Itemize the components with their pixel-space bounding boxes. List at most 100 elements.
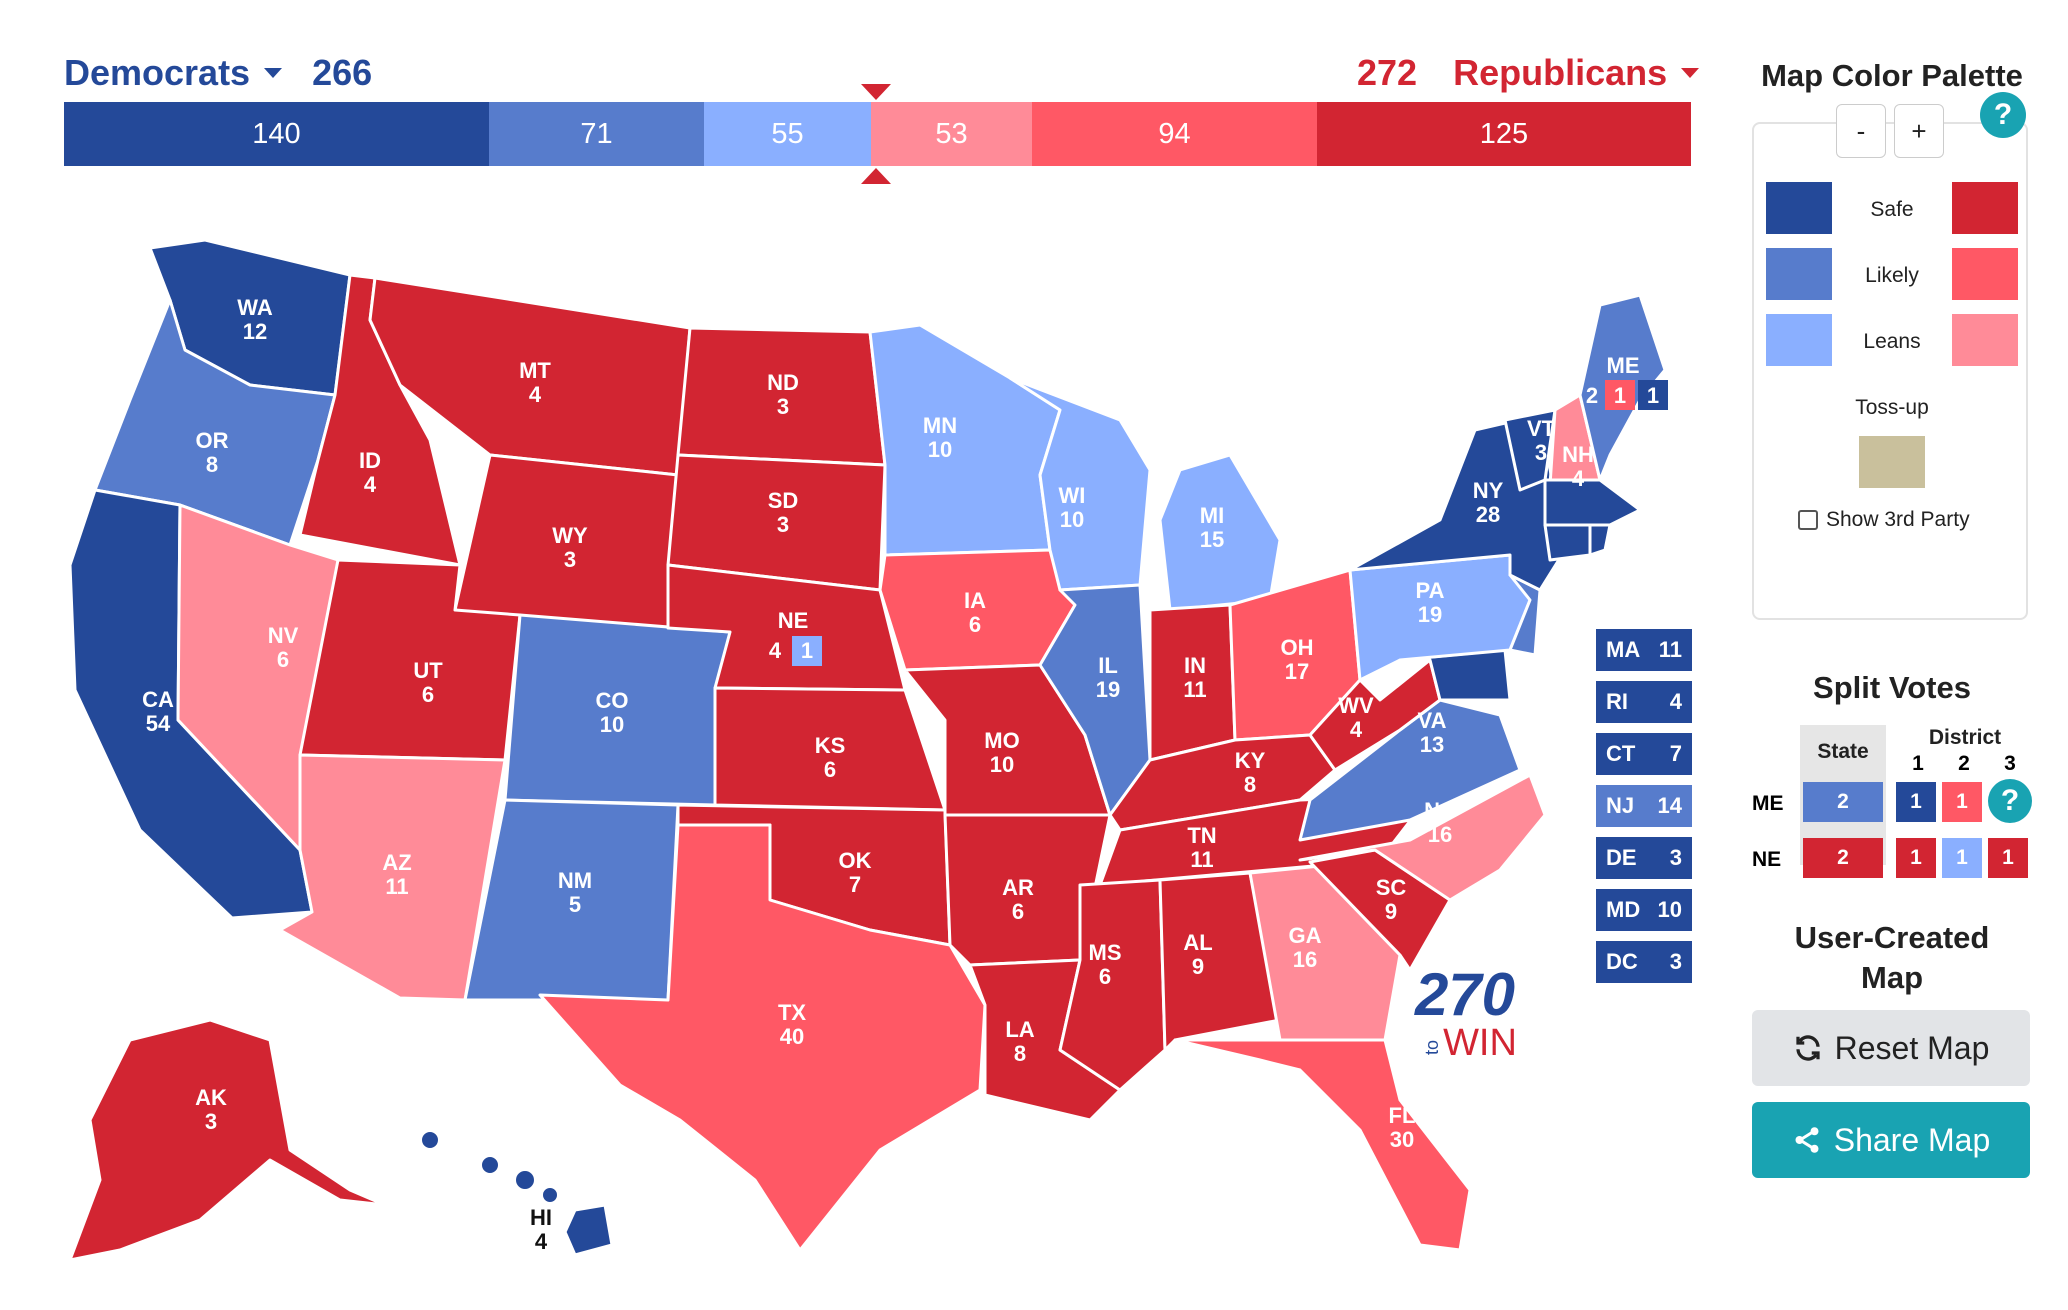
ne-district-1-cell[interactable]: 1 [1896, 838, 1936, 878]
swatch-likely-rep[interactable] [1952, 248, 2018, 300]
state-label: NY [1473, 478, 1504, 503]
small-state-ma[interactable]: MA 11 [1596, 629, 1692, 671]
state-ev: 10 [600, 712, 624, 737]
small-state-label: CT [1606, 741, 1636, 766]
small-state-md[interactable]: MD 10 [1596, 889, 1692, 931]
ne-district-3-cell[interactable]: 1 [1988, 838, 2028, 878]
svg-text:NV6: NV 6 [268, 623, 299, 672]
reset-map-button[interactable]: Reset Map [1752, 1010, 2030, 1086]
ne-split-box[interactable] [792, 636, 822, 666]
state-KY[interactable] [1108, 733, 1337, 832]
state-label: WA [237, 295, 273, 320]
svg-text:AL9: AL 9 [1183, 930, 1212, 979]
state-labels: WA 12 OR 8 CA 54 NV 6 ID 4 MT 4 WY 3 UT 6 AZ 11 C… [142, 295, 1668, 1254]
help-icon[interactable]: ? [1988, 779, 2032, 823]
ne-state-cell[interactable]: 2 [1803, 838, 1883, 878]
state-ev: 30 [1390, 1127, 1414, 1152]
swatch-lean-dem[interactable] [1766, 314, 1832, 366]
bar-safe-rep: 125 [1317, 102, 1691, 166]
state-ev: 4 [1350, 717, 1363, 742]
small-state-ct[interactable]: CT 7 [1596, 733, 1692, 775]
small-state-nj[interactable]: NJ 14 [1596, 785, 1692, 827]
state-ev: 10 [990, 752, 1014, 777]
republicans-dropdown[interactable]: 272 Republicans [1357, 52, 1700, 94]
district-column-header: District [1928, 726, 2002, 749]
bar-likely-rep: 94 [1032, 102, 1317, 166]
ne-district-2-cell[interactable]: 1 [1942, 838, 1982, 878]
state-ev: 3 [777, 512, 789, 537]
state-ev: 6 [1012, 899, 1024, 924]
svg-text:ND3: ND 3 [767, 370, 799, 419]
small-state-ri[interactable]: RI 4 [1596, 681, 1692, 723]
state-label: LA [1005, 1017, 1034, 1042]
state-AZ[interactable] [278, 753, 507, 1002]
state-ev: 11 [1190, 847, 1213, 872]
me-split-box-r[interactable] [1605, 380, 1635, 410]
state-HI[interactable] [563, 1203, 614, 1257]
state-label: NC [1424, 798, 1456, 823]
state-label: SC [1376, 875, 1407, 900]
swatch-safe-rep[interactable] [1952, 182, 2018, 234]
state-label: PA [1416, 578, 1445, 603]
state-label: AR [1002, 875, 1034, 900]
me-district-2-cell[interactable]: 1 [1942, 782, 1982, 822]
swatch-safe-dem[interactable] [1766, 182, 1832, 234]
safe-label: Safe [1870, 198, 1914, 221]
state-label: VT [1527, 416, 1556, 441]
state-label: MN [923, 413, 957, 438]
share-map-label: Share Map [1833, 1121, 1991, 1158]
state-label: NM [558, 868, 592, 893]
svg-text:UT6: UT 6 [413, 658, 443, 707]
checkbox[interactable] [1798, 510, 1818, 530]
state-label: TX [778, 1000, 806, 1025]
midpoint-marker-bottom [861, 168, 891, 184]
swatch-likely-dem[interactable] [1766, 248, 1832, 300]
state-label: VA [1418, 708, 1447, 733]
help-icon[interactable]: ? [1980, 92, 2026, 138]
state-TX[interactable] [538, 823, 987, 1252]
district-1-header: 1 [1912, 752, 1924, 775]
swatch-tossup[interactable] [1859, 436, 1925, 488]
zoom-out-button[interactable]: - [1836, 104, 1886, 158]
small-state-ev: 14 [1657, 793, 1682, 818]
svg-text:MS6: MS 6 [1089, 940, 1122, 989]
share-map-button[interactable]: Share Map [1752, 1102, 2030, 1178]
state-AK[interactable] [68, 1018, 387, 1262]
swatch-lean-rep[interactable] [1952, 314, 2018, 366]
svg-text:NM5: NM 5 [558, 868, 592, 917]
state-label: TN [1187, 823, 1216, 848]
me-split-r-ev: 1 [1614, 383, 1626, 408]
democrats-dropdown[interactable]: Democrats 266 [64, 52, 372, 94]
state-ev: 6 [277, 647, 289, 672]
state-CT[interactable] [1543, 523, 1592, 562]
svg-text:KY8: KY 8 [1235, 748, 1266, 797]
svg-text:270: 270 [1414, 961, 1515, 1028]
state-AL[interactable] [1158, 871, 1282, 1052]
zoom-in-button[interactable]: + [1894, 104, 1944, 158]
state-label: OK [839, 848, 872, 873]
third-party-toggle[interactable]: Show 3rd Party [1798, 508, 1970, 532]
me-split-box-d[interactable] [1638, 380, 1668, 410]
state-RI[interactable] [1588, 523, 1612, 557]
svg-text:MT4: MT 4 [519, 358, 551, 407]
svg-text:OK7: OK 7 [839, 848, 872, 897]
small-state-ev: 11 [1658, 637, 1682, 662]
state-FL[interactable] [1173, 1038, 1472, 1252]
state-ev: 17 [1285, 659, 1309, 684]
small-state-dc[interactable]: DC 3 [1596, 941, 1692, 983]
state-ev: 7 [849, 872, 861, 897]
me-state-cell[interactable]: 2 [1803, 782, 1883, 822]
state-IL[interactable] [1038, 583, 1152, 817]
state-NC[interactable] [1298, 773, 1547, 902]
state-MN[interactable] [868, 323, 1062, 557]
state-MA[interactable] [1543, 478, 1642, 527]
me-district-1-cell[interactable]: 1 [1896, 782, 1936, 822]
small-state-de[interactable]: DE 3 [1596, 837, 1692, 879]
likely-label: Likely [1865, 264, 1919, 287]
small-state-label: RI [1606, 689, 1628, 714]
